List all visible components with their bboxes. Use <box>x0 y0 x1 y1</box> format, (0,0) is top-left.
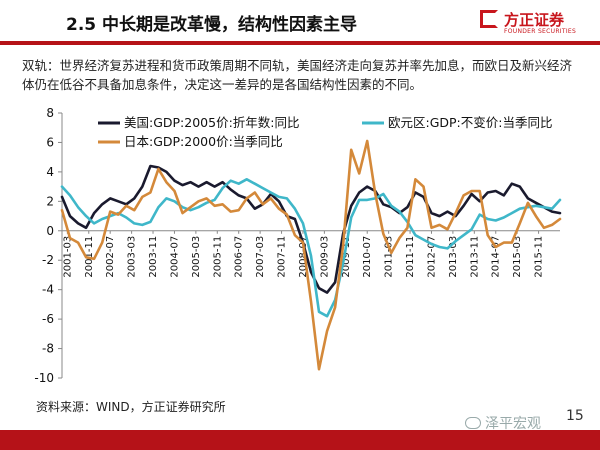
y-tick-label: 8 <box>46 106 54 120</box>
y-tick-label: -10 <box>34 371 54 385</box>
y-tick-label: -2 <box>42 253 54 267</box>
description-text: 双轨：世界经济复苏进程和货币政策周期不同轨，美国经济走向复苏并率先加息，而欧日及… <box>22 58 573 92</box>
x-tick-label: 2006-07 <box>234 236 245 278</box>
legend-label: 日本:GDP:2000价:当季同比 <box>124 134 283 149</box>
logo-name-en: FOUNDER SECURITIES <box>504 28 577 35</box>
x-tick-label: 2013-03 <box>448 236 459 278</box>
footer-bar <box>0 430 600 450</box>
x-tick-label: 2005-03 <box>191 236 202 278</box>
legend-layer: 美国:GDP:2005价:折年数:同比 欧元区:GDP:不变价:当季同比日本:GD… <box>98 115 552 149</box>
x-tick-label: 2004-07 <box>169 236 180 278</box>
x-tick-label: 2008-07 <box>298 236 309 278</box>
header-divider <box>0 41 600 45</box>
y-tick-label: 6 <box>46 135 54 149</box>
page-number: 15 <box>566 408 584 424</box>
x-tick-label: 2015-11 <box>534 236 545 278</box>
wechat-icon <box>465 417 481 429</box>
y-tick-label: 2 <box>46 194 54 208</box>
x-tick-label: 2011-11 <box>405 236 416 278</box>
legend-label: 欧元区:GDP:不变价:当季同比 <box>388 115 552 130</box>
watermark-text: 泽平宏观 <box>485 416 541 432</box>
x-tick-label: 2009-11 <box>341 236 352 278</box>
x-tick-label: 2002-07 <box>105 236 116 278</box>
x-tick-label: 2011-03 <box>384 236 395 278</box>
legend-label: 美国:GDP:2005价:折年数:同比 <box>124 115 300 130</box>
slide-header: 2.5 中长期是改革慢，结构性因素主导 方正证券 FOUNDER SECURIT… <box>0 0 600 40</box>
x-tick-label: 2001-03 <box>62 236 73 278</box>
series-line-0 <box>60 164 562 294</box>
x-tick-label: 2013-11 <box>469 236 480 278</box>
x-tick-label: 2007-03 <box>255 236 266 278</box>
brand-logo: 方正证券 FOUNDER SECURITIES <box>480 10 592 40</box>
series-line-1 <box>60 178 562 318</box>
source-note: 资料来源：WIND，方正证券研究所 <box>36 400 226 414</box>
x-tick-label: 2012-07 <box>426 236 437 278</box>
y-tick-label: 0 <box>46 224 54 238</box>
y-tick-label: 4 <box>46 165 54 179</box>
x-tick-label: 2009-03 <box>319 236 330 278</box>
x-tick-label: 2007-11 <box>277 236 288 278</box>
x-tick-label: 2003-03 <box>127 236 138 278</box>
series-layer <box>60 139 562 371</box>
x-tick-label: 2010-07 <box>362 236 373 278</box>
logo-mark-icon <box>480 10 498 28</box>
x-tick-label: 2015-03 <box>512 236 523 278</box>
y-tick-label: -4 <box>42 283 54 297</box>
x-tick-label: 2014-07 <box>491 236 502 278</box>
watermark: 泽平宏观 <box>465 413 541 433</box>
slide-title: 2.5 中长期是改革慢，结构性因素主导 <box>66 15 358 35</box>
x-tick-label: 2003-11 <box>148 236 159 278</box>
y-tick-label: -6 <box>42 312 54 326</box>
series-line-2 <box>60 139 562 371</box>
y-tick-label: -8 <box>42 342 54 356</box>
x-tick-label: 2005-11 <box>212 236 223 278</box>
logo-name-cn: 方正证券 <box>504 11 565 29</box>
